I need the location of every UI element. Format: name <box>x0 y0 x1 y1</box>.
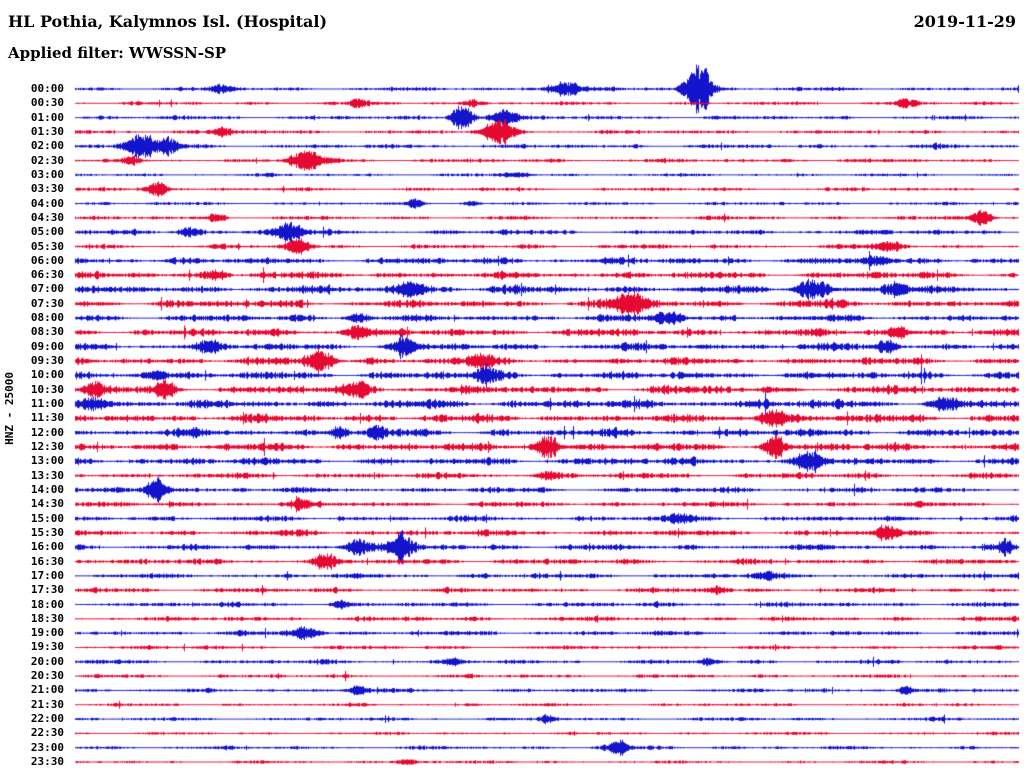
trace-time-label: 17:30 <box>30 583 64 597</box>
trace-time-label: 21:30 <box>30 697 64 711</box>
trace-time-label: 01:00 <box>30 110 64 124</box>
trace-time-label: 04:00 <box>30 196 64 210</box>
trace-time-label: 11:00 <box>30 397 64 411</box>
trace-time-label: 21:00 <box>30 683 64 697</box>
trace-time-label: 20:30 <box>30 669 64 683</box>
trace-time-label: 09:00 <box>30 339 64 353</box>
trace-time-label: 12:00 <box>30 425 64 439</box>
trace-time-label: 15:30 <box>30 525 64 539</box>
trace-time-label: 16:00 <box>30 540 64 554</box>
trace-time-label: 06:00 <box>30 253 64 267</box>
trace-time-label: 10:30 <box>30 382 64 396</box>
trace-time-label: 14:00 <box>30 482 64 496</box>
trace-time-label: 14:30 <box>30 497 64 511</box>
trace-time-label: 05:00 <box>30 225 64 239</box>
trace-time-label: 02:00 <box>30 139 64 153</box>
trace-time-label: 00:30 <box>30 96 64 110</box>
trace-time-label: 23:00 <box>30 740 64 754</box>
trace-time-label: 13:30 <box>30 468 64 482</box>
trace-time-label: 08:00 <box>30 311 64 325</box>
trace-time-label: 10:00 <box>30 368 64 382</box>
filter-label: Applied filter: WWSSN-SP <box>8 44 227 62</box>
record-date: 2019-11-29 <box>913 12 1016 31</box>
trace-time-label: 17:00 <box>30 568 64 582</box>
trace-time-label: 19:00 <box>30 626 64 640</box>
trace-time-label: 07:30 <box>30 296 64 310</box>
trace-time-label: 02:30 <box>30 153 64 167</box>
trace-time-label: 20:00 <box>30 654 64 668</box>
trace-time-label: 01:30 <box>30 124 64 138</box>
trace-time-label: 13:00 <box>30 454 64 468</box>
trace-time-label: 04:30 <box>30 210 64 224</box>
trace-time-label: 00:00 <box>30 82 64 95</box>
trace-time-label: 03:30 <box>30 182 64 196</box>
trace-time-label: 06:30 <box>30 268 64 282</box>
station-title: HL Pothia, Kalymnos Isl. (Hospital) <box>8 12 328 31</box>
trace-time-label: 12:30 <box>30 440 64 453</box>
trace-time-label: 22:00 <box>30 712 64 726</box>
trace-time-label: 03:00 <box>30 167 64 181</box>
trace-time-label: 09:30 <box>30 354 64 368</box>
trace-time-label: 15:00 <box>30 511 64 525</box>
trace-time-label: 16:30 <box>30 554 64 568</box>
trace-time-label: 22:30 <box>30 726 64 740</box>
trace-time-label: 19:30 <box>30 640 64 654</box>
trace-time-label: 18:30 <box>30 611 64 625</box>
trace-time-label: 05:30 <box>30 239 64 253</box>
trace-time-label: 11:30 <box>30 411 64 425</box>
trace-time-label: 23:30 <box>30 755 64 769</box>
trace-time-label: 18:00 <box>30 597 64 611</box>
trace-time-label: 08:30 <box>30 325 64 339</box>
trace-time-label: 07:00 <box>30 282 64 296</box>
